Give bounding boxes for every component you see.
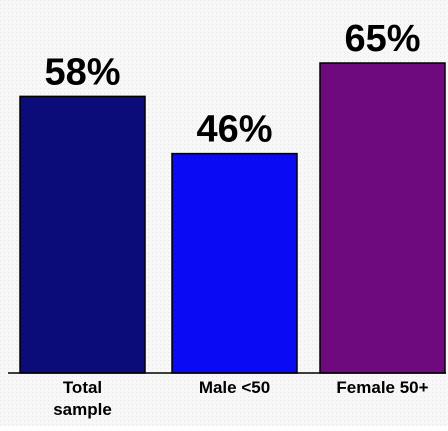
bar-3 [319,62,446,374]
data-label-3: 65% [344,18,420,60]
x-tick-label-2: Male <50 [199,378,270,397]
data-label-2: 46% [196,109,272,151]
bars [19,62,446,374]
x-tick-labels: Total sample Male <50 Female 50+ [53,378,428,419]
data-label-1: 58% [44,51,120,93]
x-tick-label-1: Total sample [53,378,112,419]
x-tick-label-3: Female 50+ [336,378,428,397]
bar-2 [171,152,298,374]
data-labels: 58% 46% 65% [44,18,420,151]
bar-1 [19,95,146,374]
